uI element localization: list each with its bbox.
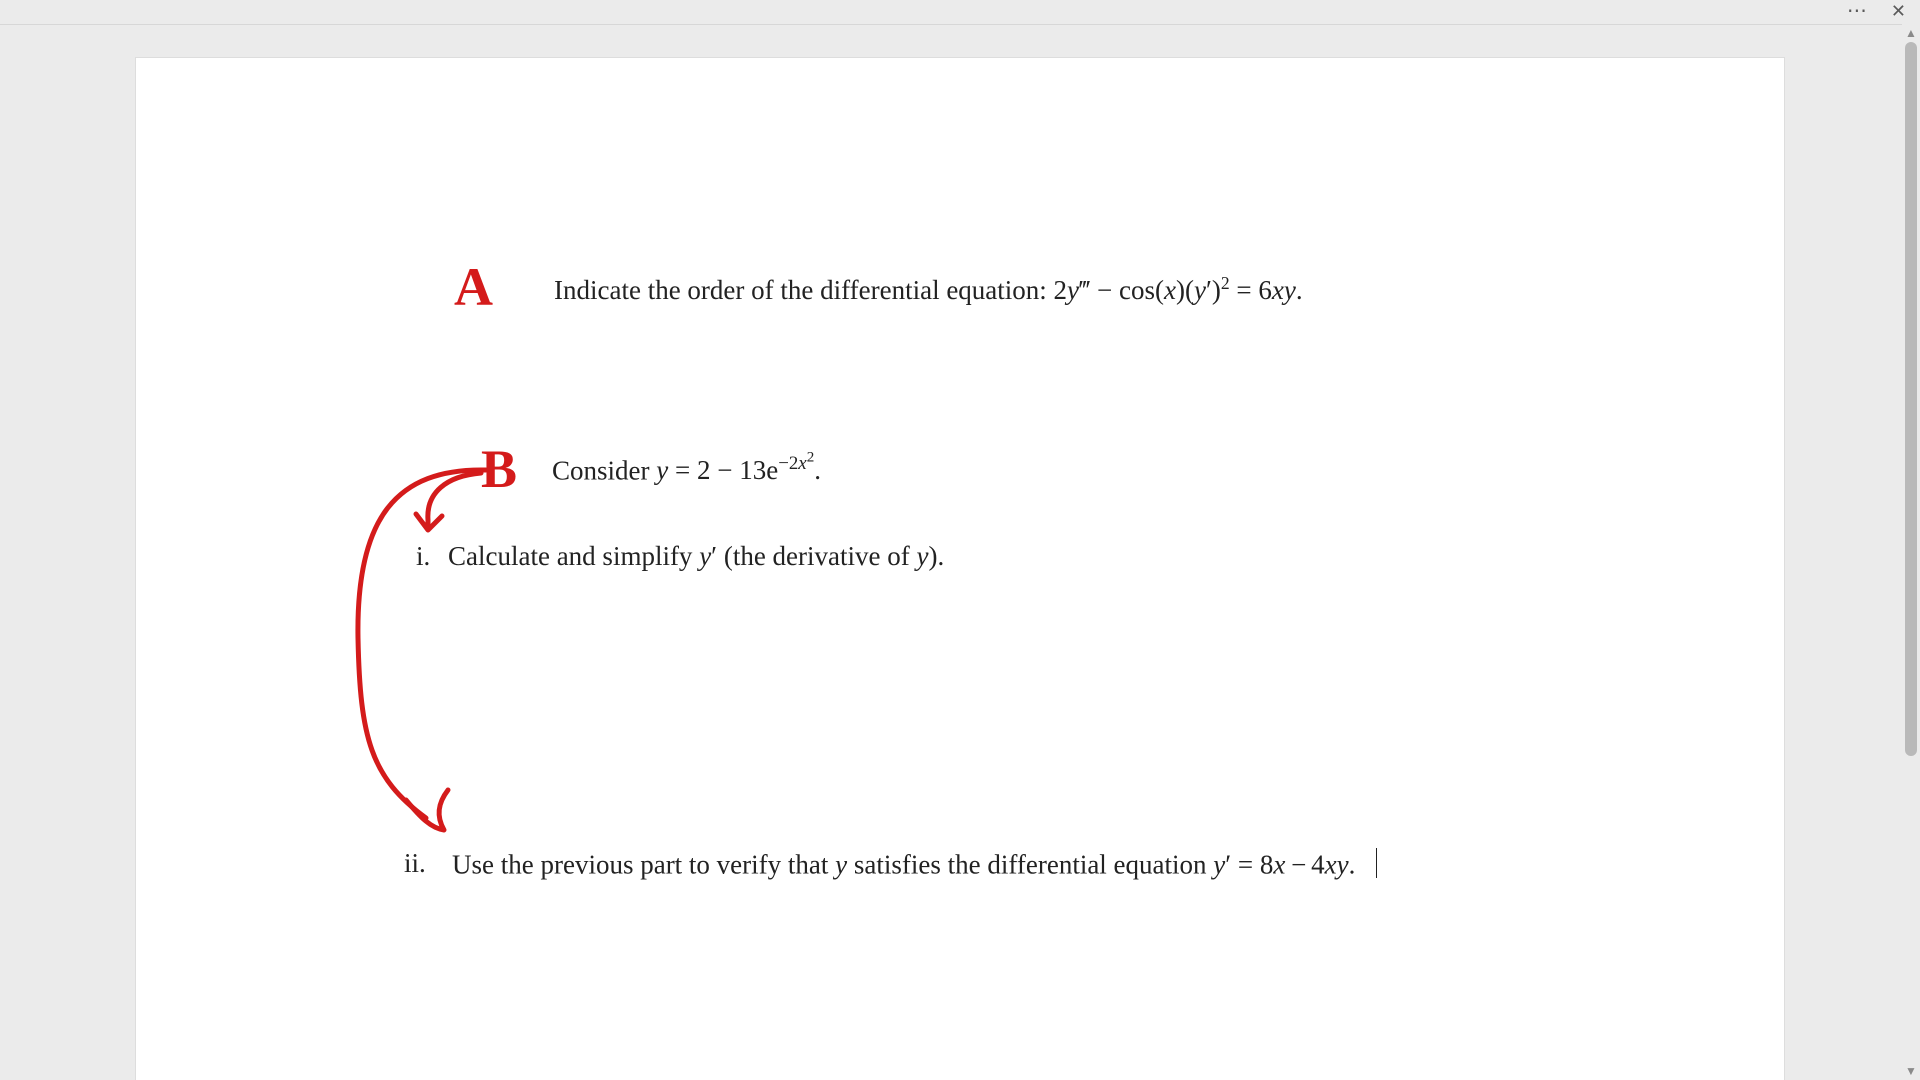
- annotation-letter-a: A: [454, 256, 493, 318]
- vertical-scrollbar[interactable]: ▲ ▼: [1902, 24, 1920, 1080]
- problem-a-text: Indicate the order of the differential e…: [554, 273, 1303, 306]
- problem-a-equation: 2y‴ − cos(x)(y′)2 = 6xy.: [1054, 275, 1303, 305]
- more-icon[interactable]: ⋯: [1847, 2, 1869, 20]
- scroll-up-icon[interactable]: ▲: [1902, 24, 1920, 42]
- close-icon[interactable]: ✕: [1891, 2, 1906, 20]
- toolbar: ⋯ ✕: [0, 0, 1920, 25]
- problem-b-intro-prefix: Consider: [552, 455, 656, 485]
- problem-b-ii-text: Use the previous part to verify that y s…: [452, 848, 1377, 881]
- scrollbar-track[interactable]: [1905, 42, 1917, 1062]
- annotation-arrow-b-to-ii: [316, 458, 516, 858]
- scrollbar-thumb[interactable]: [1905, 42, 1917, 756]
- problem-b-intro: Consider y = 2 − 13e−2x2.: [552, 450, 821, 486]
- problem-a-prefix: Indicate the order of the differential e…: [554, 275, 1054, 305]
- problem-b-i-text: Calculate and simplify y′ (the derivativ…: [448, 541, 944, 572]
- problem-b-intro-equation: y = 2 − 13e−2x2.: [656, 455, 821, 485]
- document-page: A Indicate the order of the differential…: [136, 58, 1784, 1080]
- problem-b-ii-body: Use the previous part to verify that y s…: [452, 850, 1355, 880]
- scroll-down-icon[interactable]: ▼: [1902, 1062, 1920, 1080]
- text-cursor: [1376, 848, 1377, 878]
